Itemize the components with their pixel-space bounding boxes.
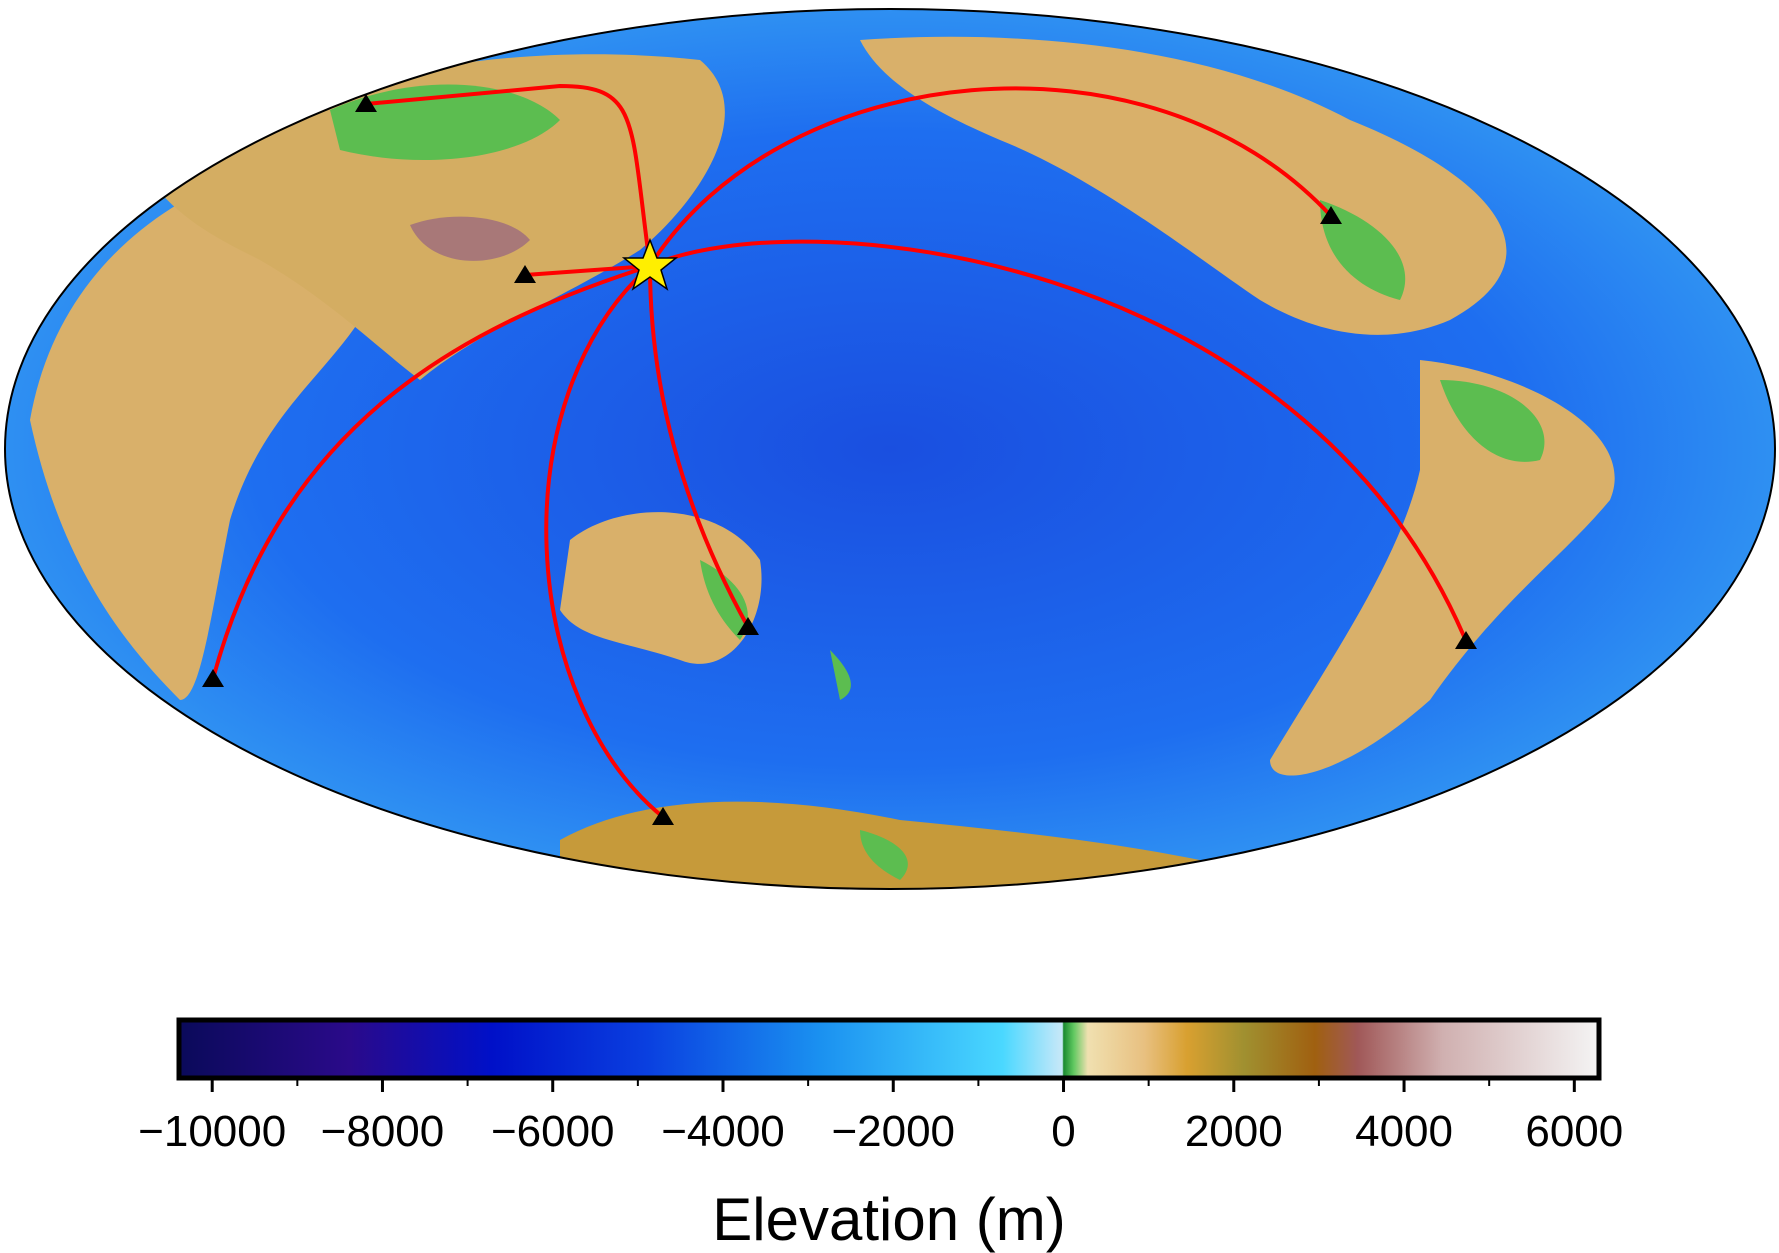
epicenter xyxy=(621,237,679,291)
ray-path xyxy=(648,86,1333,268)
map xyxy=(4,8,1776,890)
colorbar-label: Elevation (m) xyxy=(712,1186,1065,1253)
ray-path xyxy=(524,264,651,277)
ray-path xyxy=(211,264,651,680)
tick-label: −10000 xyxy=(138,1107,286,1156)
tick-label: 6000 xyxy=(1525,1107,1623,1156)
tick-label: −4000 xyxy=(661,1107,785,1156)
tick-label: −8000 xyxy=(321,1107,445,1156)
station xyxy=(1320,206,1342,224)
ray-path xyxy=(649,239,1468,642)
land xyxy=(30,36,1615,889)
station xyxy=(1455,631,1477,649)
map-border xyxy=(4,8,1776,890)
ray-path xyxy=(648,265,750,628)
tick-label: −6000 xyxy=(491,1107,615,1156)
station xyxy=(652,807,674,825)
colorbar-box xyxy=(176,1017,1602,1081)
colorbar: Elevation (m) −10000 −8000 −6000 −4000 −2000… xyxy=(138,1017,1623,1253)
station xyxy=(737,617,759,635)
ray-path xyxy=(544,264,665,819)
station xyxy=(514,265,536,283)
station xyxy=(355,94,377,112)
ray-paths xyxy=(211,83,1468,819)
stations xyxy=(202,94,1477,825)
tick-label: −2000 xyxy=(831,1107,955,1156)
tick-label: 2000 xyxy=(1185,1107,1283,1156)
ray-path xyxy=(365,83,652,267)
tick-label: 0 xyxy=(1051,1107,1075,1156)
tick-label: 4000 xyxy=(1355,1107,1453,1156)
station xyxy=(202,669,224,687)
